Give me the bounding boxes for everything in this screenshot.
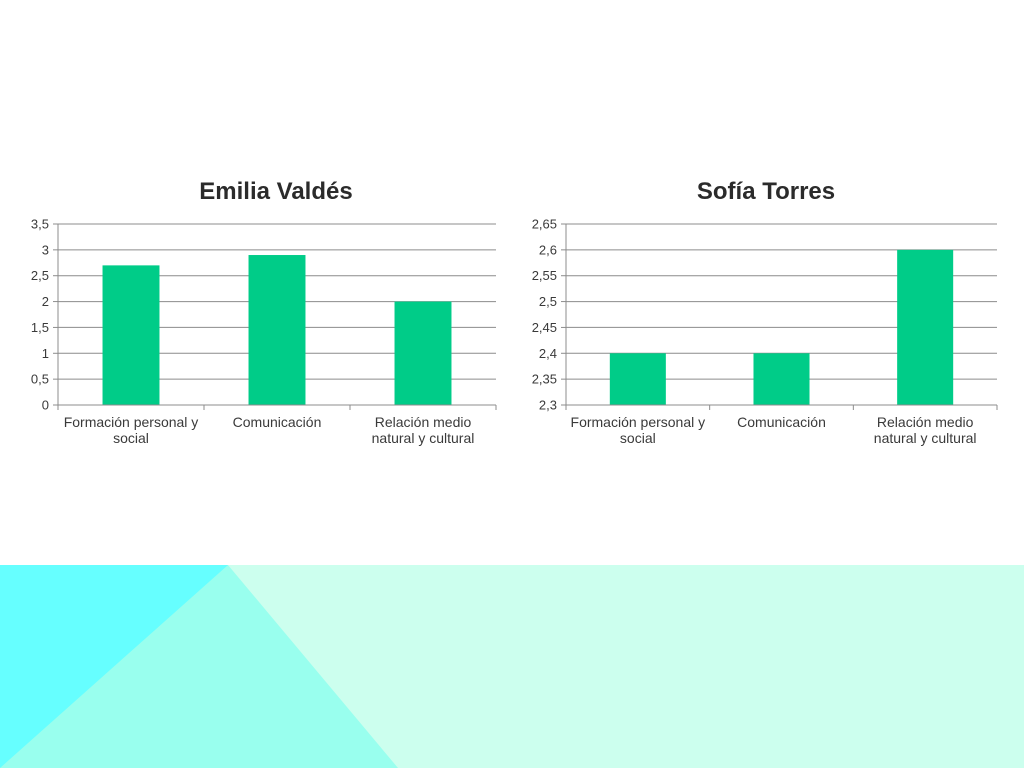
sofia-y-tick-label: 2,6 (539, 242, 557, 257)
sofia-y-tick-label: 2,3 (539, 398, 557, 413)
emilia-y-tick-label: 2 (42, 294, 49, 309)
emilia-y-tick-label: 3,5 (31, 217, 49, 232)
sofia-y-tick-label: 2,4 (539, 346, 557, 361)
emilia-category-label: Comunicación (233, 414, 322, 430)
emilia-y-tick-label: 0,5 (31, 372, 49, 387)
emilia-y-tick-label: 1 (42, 346, 49, 361)
sofia-category-label: Formación personal y social (571, 414, 706, 446)
sofia-bar-1 (609, 353, 666, 405)
bottom-band-cyan (0, 565, 228, 768)
emilia-bar-2 (248, 255, 306, 405)
chart-title-emilia: Emilia Valdés (199, 178, 353, 205)
emilia-y-tick-label: 1,5 (31, 320, 49, 335)
sofia-category-label: Relación medio natural y cultural (874, 414, 977, 446)
emilia-bar-1 (102, 265, 160, 405)
sofia-bar-3 (897, 249, 954, 405)
sofia-y-tick-label: 2,5 (539, 294, 557, 309)
emilia-y-tick-label: 2,5 (31, 268, 49, 283)
chart-title-sofia: Sofía Torres (696, 178, 836, 205)
sofia-y-tick-label: 2,55 (532, 268, 557, 283)
emilia-category-label: Relación medio natural y cultural (372, 414, 475, 446)
sofia-y-tick-label: 2,35 (532, 372, 557, 387)
sofia-y-tick-label: 2,45 (532, 320, 557, 335)
emilia-y-tick-label: 3 (42, 242, 49, 257)
sofia-bar-2 (753, 353, 810, 405)
sofia-category-label: Comunicación (737, 414, 826, 430)
sofia-y-tick-label: 2,65 (532, 217, 557, 232)
emilia-bar-3 (394, 301, 452, 405)
emilia-category-label: Formación personal y social (64, 414, 199, 446)
emilia-y-tick-label: 0 (42, 398, 49, 413)
